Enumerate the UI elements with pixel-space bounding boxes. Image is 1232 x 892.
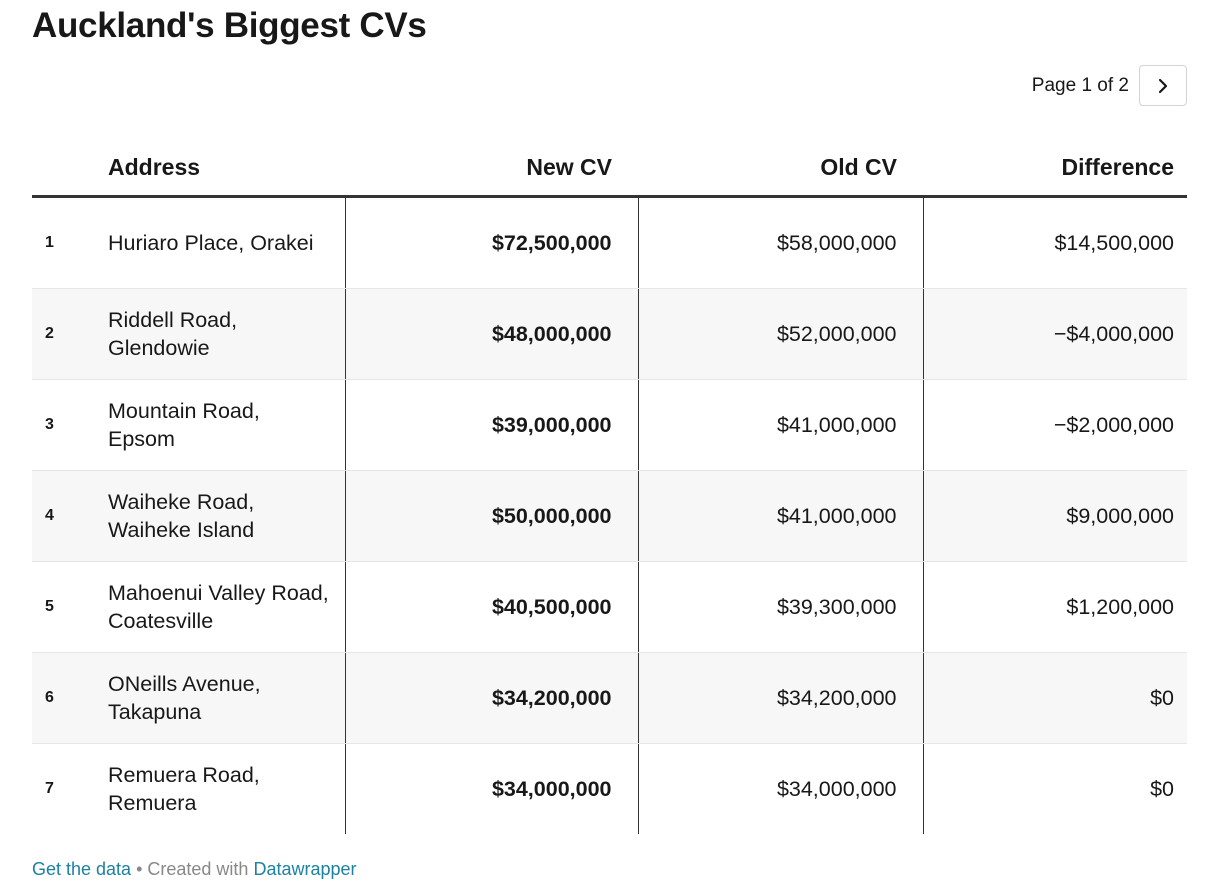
cell-new-cv: $48,000,000 <box>344 288 639 380</box>
cell-old-cv: $52,000,000 <box>638 288 924 380</box>
table-row: 5 Mahoenui Valley Road, Coatesville $40,50… <box>32 561 1187 653</box>
column-header-difference[interactable]: Difference <box>923 139 1187 198</box>
get-the-data-link[interactable]: Get the data <box>32 859 132 879</box>
column-header-address[interactable]: Address <box>108 139 345 198</box>
created-with-text: Created with <box>147 859 254 879</box>
cell-difference: −$4,000,000 <box>923 288 1187 380</box>
cell-address: ONeills Avenue, Takapuna <box>108 652 345 744</box>
column-header-rank[interactable] <box>32 139 108 198</box>
cell-rank: 6 <box>32 652 108 744</box>
cell-old-cv: $39,300,000 <box>638 561 924 653</box>
cell-new-cv: $40,500,000 <box>344 561 639 653</box>
cell-new-cv: $34,200,000 <box>344 652 639 744</box>
cell-rank: 7 <box>45 780 54 797</box>
table-row: 3 Mountain Road, Epsom $39,000,000 $41,000,… <box>32 379 1187 471</box>
table-row: 2 Riddell Road, Glendowie $48,000,000 $52,0… <box>32 288 1187 380</box>
cell-address: Riddell Road, Glendowie <box>108 288 345 380</box>
footer-separator: • <box>131 859 148 879</box>
cell-old-cv: $34,000,000 <box>638 743 924 834</box>
cell-difference: $1,200,000 <box>923 561 1187 653</box>
cell-difference: $0 <box>1150 776 1174 801</box>
cell-difference: $9,000,000 <box>923 470 1187 562</box>
table-row: 6 ONeills Avenue, Takapuna $34,200,000 $34,… <box>32 652 1187 744</box>
cv-table: Address New CV Old CV Difference 1 Huriar… <box>32 139 1187 834</box>
cell-new-cv: $72,500,000 <box>344 196 639 289</box>
cell-address: Mahoenui Valley Road, Coatesville <box>108 561 345 653</box>
cell-rank: 5 <box>32 561 108 653</box>
cell-difference: −$2,000,000 <box>923 379 1187 471</box>
page-title: Auckland's Biggest CVs <box>32 6 427 45</box>
footer: Get the data • Created with Datawrapper <box>32 859 357 880</box>
cell-address: Waiheke Road, Waiheke Island <box>108 470 345 562</box>
cell-old-cv: $34,200,000 <box>638 652 924 744</box>
pagination: Page 1 of 2 <box>1032 65 1187 106</box>
cell-address: Remuera Road, Remuera <box>108 763 260 815</box>
cell-difference: $14,500,000 <box>923 196 1187 289</box>
table-row: 1 Huriaro Place, Orakei $72,500,000 $58,000… <box>32 196 1187 289</box>
cell-difference: $0 <box>923 652 1187 744</box>
cell-rank: 4 <box>32 470 108 562</box>
cell-old-cv: $58,000,000 <box>638 196 924 289</box>
page-indicator: Page 1 of 2 <box>1031 74 1129 96</box>
cell-new-cv: $50,000,000 <box>344 470 639 562</box>
chevron-right-icon <box>1158 78 1168 93</box>
cell-rank: 1 <box>32 196 108 289</box>
table-header-row: Address New CV Old CV Difference <box>32 139 1187 198</box>
table-body: 1 Huriaro Place, Orakei $72,500,000 $58,000… <box>32 196 1187 834</box>
cell-rank: 3 <box>32 379 108 471</box>
cell-old-cv: $41,000,000 <box>638 470 924 562</box>
column-header-new-cv[interactable]: New CV <box>345 139 638 198</box>
table-row: 7 Remuera Road, Remuera $34,000,000 $34,000… <box>32 743 1187 834</box>
datawrapper-link[interactable]: Datawrapper <box>253 859 357 879</box>
cell-rank: 2 <box>32 288 108 380</box>
table-row: 4 Waiheke Road, Waiheke Island $50,000,000… <box>32 470 1187 562</box>
next-page-button[interactable] <box>1139 65 1187 106</box>
cell-new-cv: $39,000,000 <box>344 379 639 471</box>
cell-new-cv: $34,000,000 <box>344 743 639 834</box>
cell-old-cv: $41,000,000 <box>638 379 924 471</box>
column-header-old-cv[interactable]: Old CV <box>638 139 923 198</box>
cell-address: Mountain Road, Epsom <box>108 379 345 471</box>
cell-address: Huriaro Place, Orakei <box>108 196 345 289</box>
